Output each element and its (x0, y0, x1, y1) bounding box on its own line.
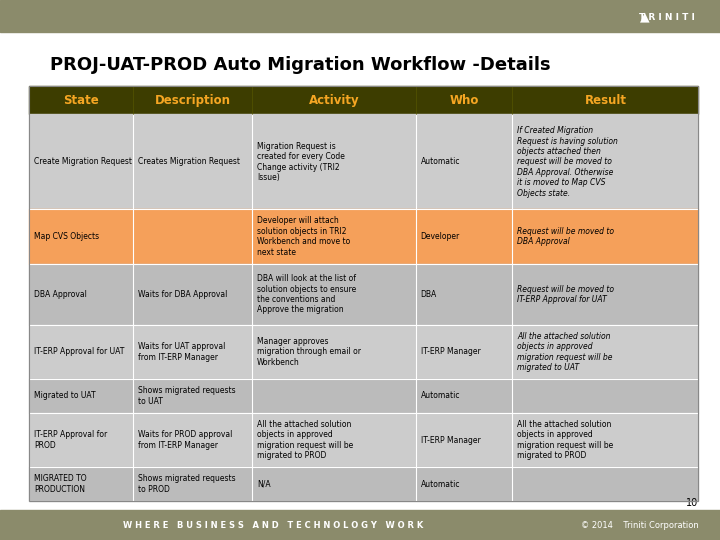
Text: Migration Request is
created for every Code
Change activity (TRI2
Issue): Migration Request is created for every C… (257, 142, 345, 182)
Text: ▲: ▲ (639, 11, 649, 24)
Text: IT-ERP Approval for
PROD: IT-ERP Approval for PROD (34, 430, 107, 450)
Text: DBA: DBA (420, 290, 437, 299)
Text: Result: Result (585, 94, 626, 107)
Text: Description: Description (155, 94, 230, 107)
Text: N/A: N/A (257, 480, 271, 489)
Text: IT-ERP Manager: IT-ERP Manager (420, 347, 480, 356)
Text: Request will be moved to
IT-ERP Approval for UAT: Request will be moved to IT-ERP Approval… (518, 285, 614, 304)
Text: All the attached solution
objects in approved
migration request will be
migrated: All the attached solution objects in app… (257, 420, 354, 460)
Text: Shows migrated requests
to UAT: Shows migrated requests to UAT (138, 386, 235, 406)
Text: Manager approves
migration through email or
Workbench: Manager approves migration through email… (257, 337, 361, 367)
Text: If Created Migration
Request is having solution
objects attached then
request wi: If Created Migration Request is having s… (518, 126, 618, 198)
Text: Activity: Activity (309, 94, 359, 107)
Text: Automatic: Automatic (420, 392, 460, 401)
Text: Map CVS Objects: Map CVS Objects (34, 232, 99, 241)
Text: IT-ERP Manager: IT-ERP Manager (420, 436, 480, 444)
Text: All the attached solution
objects in approved
migration request will be
migrated: All the attached solution objects in app… (518, 332, 613, 372)
Text: Waits for PROD approval
from IT-ERP Manager: Waits for PROD approval from IT-ERP Mana… (138, 430, 233, 450)
Text: IT-ERP Approval for UAT: IT-ERP Approval for UAT (34, 347, 125, 356)
Text: Automatic: Automatic (420, 480, 460, 489)
Text: Developer will attach
solution objects in TRI2
Workbench and move to
next state: Developer will attach solution objects i… (257, 217, 351, 256)
Text: DBA Approval: DBA Approval (34, 290, 86, 299)
Text: MIGRATED TO
PRODUCTION: MIGRATED TO PRODUCTION (34, 475, 86, 494)
Text: Request will be moved to
DBA Approval: Request will be moved to DBA Approval (518, 227, 614, 246)
Text: PROJ-UAT-PROD Auto Migration Workflow -Details: PROJ-UAT-PROD Auto Migration Workflow -D… (50, 56, 551, 74)
Text: Migrated to UAT: Migrated to UAT (34, 392, 96, 401)
Text: W H E R E   B U S I N E S S   A N D   T E C H N O L O G Y   W O R K: W H E R E B U S I N E S S A N D T E C H … (123, 521, 424, 530)
Text: Developer: Developer (420, 232, 460, 241)
Text: © 2014    Triniti Corporation: © 2014 Triniti Corporation (580, 521, 698, 530)
Text: Waits for UAT approval
from IT-ERP Manager: Waits for UAT approval from IT-ERP Manag… (138, 342, 225, 362)
Text: Automatic: Automatic (420, 158, 460, 166)
Text: 10: 10 (686, 498, 698, 508)
Text: Who: Who (449, 94, 479, 107)
Text: All the attached solution
objects in approved
migration request will be
migrated: All the attached solution objects in app… (518, 420, 613, 460)
Text: Waits for DBA Approval: Waits for DBA Approval (138, 290, 228, 299)
Text: Shows migrated requests
to PROD: Shows migrated requests to PROD (138, 475, 235, 494)
Text: State: State (63, 94, 99, 107)
Text: T R I N I T I: T R I N I T I (639, 13, 695, 22)
Text: Create Migration Request: Create Migration Request (34, 158, 132, 166)
Text: DBA will look at the list of
solution objects to ensure
the conventions and
Appr: DBA will look at the list of solution ob… (257, 274, 356, 314)
Text: Creates Migration Request: Creates Migration Request (138, 158, 240, 166)
